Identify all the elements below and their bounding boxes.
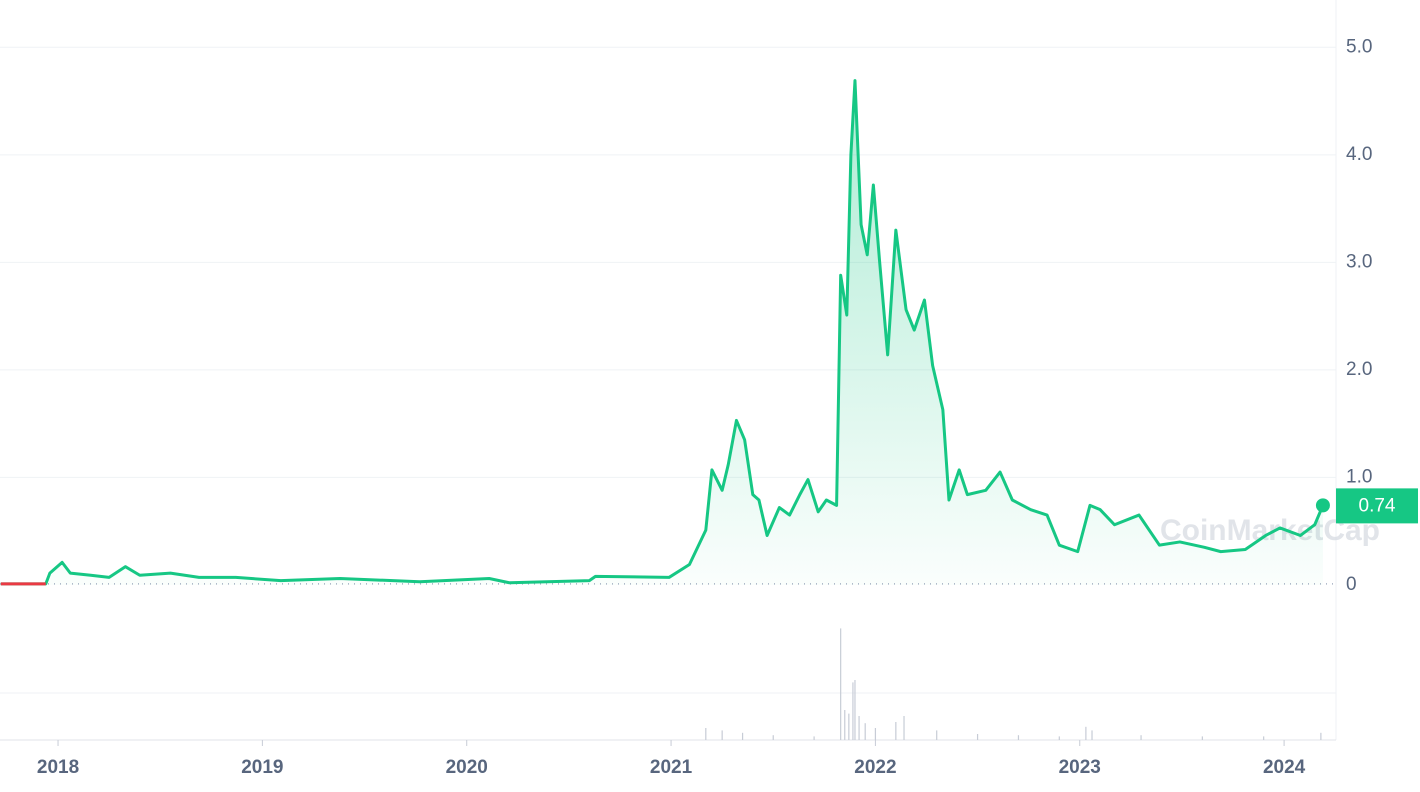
x-tick-label: 2019 xyxy=(241,757,283,778)
x-tick-label: 2018 xyxy=(37,757,79,778)
line xyxy=(0,79,1325,586)
last-value-label: 0.74 xyxy=(1359,495,1396,516)
y-tick-label: 2.0 xyxy=(1346,359,1372,380)
x-tick-label: 2020 xyxy=(446,757,488,778)
volume-bar xyxy=(852,682,854,740)
volume-bar xyxy=(864,723,866,740)
volume-bar xyxy=(976,734,979,740)
volume-bar xyxy=(772,735,774,740)
volume-bar xyxy=(741,732,744,740)
volume-bar xyxy=(705,728,707,740)
volume-bar xyxy=(848,713,850,740)
y-tick-label: 0 xyxy=(1346,574,1357,595)
y-tick-label: 4.0 xyxy=(1346,144,1372,165)
area xyxy=(0,80,1323,585)
volume-bar xyxy=(1201,736,1203,740)
last-label-box xyxy=(1336,488,1418,524)
y-tick-label: 5.0 xyxy=(1346,36,1372,57)
volume-bar xyxy=(854,680,856,740)
x-tick-label: 2022 xyxy=(854,757,896,778)
x-tick-label: 2023 xyxy=(1059,757,1101,778)
volume-bar xyxy=(858,716,860,740)
volume-bar xyxy=(813,736,815,740)
volume-bar xyxy=(840,628,842,740)
y-tick-label: 3.0 xyxy=(1346,251,1372,272)
volume-bar xyxy=(1058,736,1060,740)
x-tick-label: 2024 xyxy=(1263,757,1306,778)
volume-bar xyxy=(1140,735,1142,740)
volume-bar xyxy=(1263,736,1265,740)
x-tick-label: 2021 xyxy=(650,757,693,778)
volume-bar xyxy=(721,730,723,740)
volume-bar xyxy=(1320,732,1322,740)
volume-bar xyxy=(936,730,938,740)
last-point xyxy=(1315,498,1330,513)
volume-bar xyxy=(1085,726,1087,740)
volume-bar xyxy=(844,710,846,740)
volume-bar xyxy=(903,716,905,740)
volume-bar xyxy=(874,728,877,740)
volume-bar xyxy=(895,722,897,740)
y-tick-label: 1.0 xyxy=(1346,466,1372,487)
volume-bar xyxy=(1091,730,1093,740)
volume-bar xyxy=(1017,735,1020,740)
